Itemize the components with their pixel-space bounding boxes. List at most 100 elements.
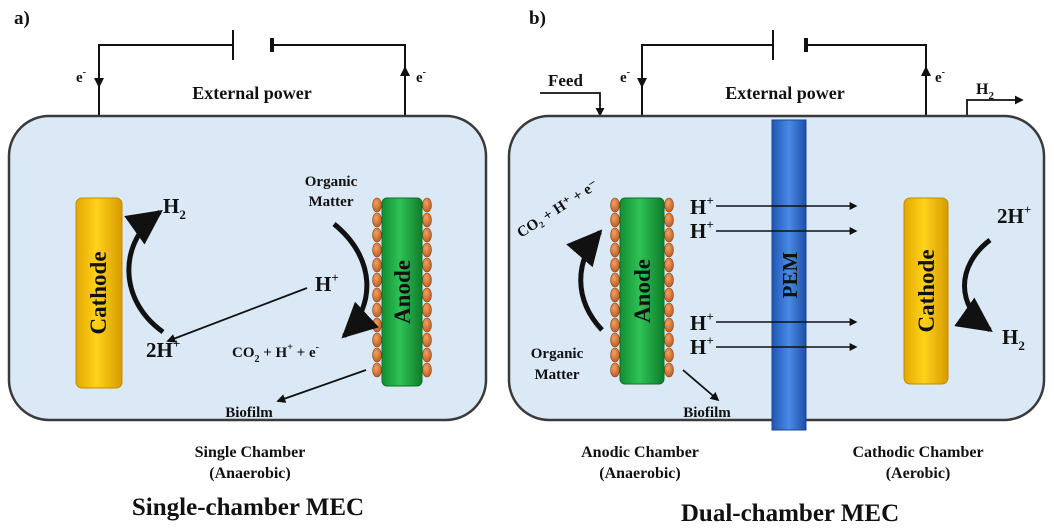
- panel-b-h-plus-label-3: H+: [690, 309, 714, 335]
- panel-b-cathodic-label-line1: Cathodic Chamber: [852, 444, 983, 461]
- panel-b-h2-out-label: H2: [976, 81, 994, 102]
- biofilm-bead: [372, 212, 382, 228]
- panel-b: b) e- e- External power Feed H2 PEM Anod…: [507, 8, 1046, 527]
- panel-b-feed-label: Feed: [548, 71, 583, 90]
- panel-a-anode-electrode: [381, 197, 423, 387]
- biofilm-bead: [372, 227, 382, 243]
- panel-a-h2-label: H2: [163, 194, 186, 222]
- biofilm-bead: [610, 332, 620, 348]
- panel-a-biofilm-label: Biofilm: [225, 405, 273, 421]
- panel-a-chamber-label-line1: Single Chamber: [195, 444, 306, 461]
- panel-b-biofilm-beads: [610, 197, 674, 378]
- panel-a-letter: a): [14, 8, 30, 29]
- biofilm-bead: [664, 227, 674, 243]
- biofilm-bead: [664, 287, 674, 303]
- biofilm-bead: [610, 287, 620, 303]
- biofilm-bead: [610, 242, 620, 258]
- biofilm-bead: [422, 287, 432, 303]
- panel-b-cathodic-label-line2: (Aerobic): [886, 465, 951, 482]
- panel-b-external-power-label: External power: [725, 83, 844, 103]
- biofilm-bead: [422, 332, 432, 348]
- panel-a-organic-matter-line1: Organic: [305, 174, 358, 190]
- panel-a-cathode-electrode: [75, 197, 123, 389]
- biofilm-bead: [610, 362, 620, 378]
- biofilm-bead: [422, 362, 432, 378]
- panel-b-letter: b): [529, 8, 546, 29]
- panel-a: a) e- e- External power Cathode Anode H2…: [7, 8, 488, 521]
- biofilm-bead: [422, 272, 432, 288]
- biofilm-bead: [372, 197, 382, 213]
- biofilm-bead: [372, 332, 382, 348]
- biofilm-bead: [664, 257, 674, 273]
- biofilm-bead: [664, 272, 674, 288]
- panel-a-h-plus-arrow: [166, 287, 308, 343]
- biofilm-bead: [422, 317, 432, 333]
- panel-b-anode-label: Anode: [630, 259, 655, 323]
- biofilm-bead: [372, 302, 382, 318]
- biofilm-bead: [664, 242, 674, 258]
- biofilm-bead: [610, 257, 620, 273]
- biofilm-bead: [372, 272, 382, 288]
- panel-b-biofilm-label: Biofilm: [683, 405, 731, 421]
- biofilm-bead: [422, 242, 432, 258]
- biofilm-bead: [664, 347, 674, 363]
- biofilm-bead: [610, 317, 620, 333]
- panel-b-electron-label-left: e-: [620, 67, 630, 86]
- panel-b-anode-curve-arrow: [566, 229, 604, 332]
- biofilm-bead: [372, 257, 382, 273]
- biofilm-bead: [422, 212, 432, 228]
- panel-b-organic-matter-line1: Organic: [531, 346, 584, 362]
- panel-a-anode-label: Anode: [390, 260, 415, 324]
- panel-b-title: Dual-chamber MEC: [681, 500, 899, 527]
- panel-b-cathode-curve-arrow: [954, 238, 993, 333]
- panel-b-proton-arrows: [716, 202, 858, 351]
- panel-a-anode-curve-arrow: [332, 222, 379, 339]
- panel-b-cathode-label: Cathode: [914, 249, 939, 332]
- panel-b-h-plus-label-1: H+: [690, 193, 714, 219]
- panel-a-chamber: [7, 114, 488, 422]
- panel-b-anode-electrode: [619, 197, 665, 385]
- biofilm-bead: [664, 212, 674, 228]
- biofilm-bead: [372, 362, 382, 378]
- biofilm-bead: [422, 227, 432, 243]
- panel-b-biofilm-arrow: [682, 369, 720, 402]
- biofilm-bead: [372, 242, 382, 258]
- biofilm-bead: [422, 197, 432, 213]
- panel-b-h-plus-label-4: H+: [690, 333, 714, 359]
- biofilm-bead: [664, 332, 674, 348]
- biofilm-bead: [372, 287, 382, 303]
- biofilm-bead: [422, 347, 432, 363]
- panel-b-h2-out-arrow: [966, 95, 1024, 117]
- panel-b-anodic-label-line2: (Anaerobic): [599, 465, 680, 482]
- panel-b-cathode-electrode: [903, 197, 949, 385]
- biofilm-bead: [422, 257, 432, 273]
- panel-a-electron-label-left: e-: [76, 67, 86, 86]
- biofilm-bead: [664, 197, 674, 213]
- biofilm-bead: [422, 302, 432, 318]
- panel-a-biofilm-arrow: [276, 369, 367, 403]
- panel-a-cathode-label: Cathode: [86, 251, 111, 334]
- biofilm-bead: [610, 347, 620, 363]
- panel-b-h-plus-label-2: H+: [690, 217, 714, 243]
- biofilm-bead: [610, 197, 620, 213]
- panel-a-external-power-label: External power: [192, 83, 311, 103]
- panel-b-2h-plus-label: 2H+: [997, 202, 1031, 228]
- panel-a-cathode-curve-arrow: [124, 209, 165, 335]
- panel-b-anodic-label-line1: Anodic Chamber: [581, 444, 699, 461]
- panel-b-h2-label: H2: [1002, 325, 1025, 353]
- panel-a-title: Single-chamber MEC: [132, 494, 364, 521]
- biofilm-bead: [372, 347, 382, 363]
- panel-a-organic-matter-line2: Matter: [309, 194, 354, 210]
- biofilm-bead: [664, 317, 674, 333]
- biofilm-bead: [610, 227, 620, 243]
- panel-a-chamber-label-line2: (Anaerobic): [209, 465, 290, 482]
- panel-a-h-plus-label: H+: [315, 270, 339, 296]
- biofilm-bead: [610, 212, 620, 228]
- biofilm-bead: [610, 272, 620, 288]
- panel-b-pem-membrane: [771, 119, 807, 431]
- biofilm-bead: [664, 302, 674, 318]
- biofilm-bead: [372, 317, 382, 333]
- panel-b-pem-label: PEM: [778, 251, 802, 298]
- panel-a-co2-expression: CO2 + H+ + e-: [232, 342, 319, 365]
